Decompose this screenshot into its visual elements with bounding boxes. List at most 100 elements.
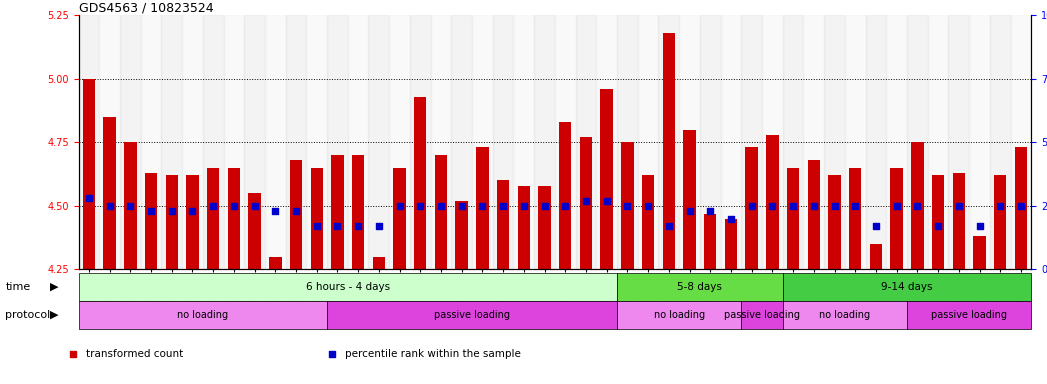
Bar — [907, 15, 928, 270]
Bar — [580, 137, 593, 270]
Bar — [783, 301, 907, 329]
Bar — [244, 15, 265, 270]
Point — [350, 223, 366, 229]
Bar — [659, 15, 680, 270]
Bar — [476, 147, 489, 270]
Point — [246, 203, 263, 209]
Bar — [125, 142, 136, 270]
Bar — [435, 155, 447, 270]
Point — [972, 223, 988, 229]
Bar — [348, 15, 369, 270]
Bar — [970, 15, 989, 270]
Point — [868, 223, 885, 229]
Bar — [1015, 147, 1027, 270]
Point — [371, 223, 387, 229]
Text: transformed count: transformed count — [86, 349, 183, 359]
Bar — [766, 135, 779, 270]
Bar — [352, 155, 364, 270]
Bar — [389, 15, 410, 270]
Text: no loading: no loading — [820, 310, 870, 320]
Bar — [369, 15, 389, 270]
Point — [142, 208, 159, 214]
Point — [267, 208, 284, 214]
Bar — [455, 201, 468, 270]
Point — [722, 215, 739, 222]
Text: ▶: ▶ — [50, 282, 59, 292]
Bar — [762, 15, 783, 270]
Bar — [513, 15, 534, 270]
Bar — [638, 15, 659, 270]
Bar — [286, 15, 307, 270]
Bar — [911, 142, 923, 270]
Point — [392, 203, 408, 209]
Bar — [269, 257, 282, 270]
Text: ▶: ▶ — [50, 310, 59, 320]
Bar — [907, 301, 1031, 329]
Point — [826, 203, 843, 209]
Bar — [617, 15, 638, 270]
Point — [743, 203, 760, 209]
Bar — [223, 15, 244, 270]
Bar — [472, 15, 493, 270]
Bar — [974, 237, 985, 270]
Bar — [327, 15, 348, 270]
Point — [888, 203, 905, 209]
Text: no loading: no loading — [177, 310, 228, 320]
Bar — [989, 15, 1010, 270]
Bar — [887, 15, 907, 270]
Bar — [890, 168, 903, 270]
Bar — [870, 244, 883, 270]
Bar — [311, 168, 322, 270]
Bar — [720, 15, 741, 270]
Bar — [538, 185, 551, 270]
Bar — [680, 15, 699, 270]
Point — [411, 203, 428, 209]
Bar — [493, 15, 513, 270]
Bar — [79, 15, 99, 270]
Point — [805, 203, 822, 209]
Text: 5-8 days: 5-8 days — [677, 282, 722, 292]
Point — [619, 203, 636, 209]
Bar — [803, 15, 824, 270]
Bar — [451, 15, 472, 270]
Bar — [410, 15, 430, 270]
Bar — [227, 168, 240, 270]
Point — [951, 203, 967, 209]
Point — [909, 203, 926, 209]
Bar — [704, 214, 716, 270]
Bar — [517, 185, 530, 270]
Bar — [663, 33, 675, 270]
Bar — [555, 15, 576, 270]
Bar — [165, 175, 178, 270]
Text: passive loading: passive loading — [435, 310, 510, 320]
Bar — [642, 175, 654, 270]
Point — [682, 208, 698, 214]
Bar — [849, 168, 862, 270]
Bar — [866, 15, 887, 270]
Point — [557, 203, 574, 209]
Point — [308, 223, 325, 229]
Bar — [787, 168, 799, 270]
Bar — [534, 15, 555, 270]
Bar — [576, 15, 597, 270]
Bar — [373, 257, 385, 270]
Bar — [684, 130, 696, 270]
Bar — [120, 15, 140, 270]
Bar — [414, 97, 426, 270]
Bar — [140, 15, 161, 270]
Bar — [617, 301, 741, 329]
Text: 6 hours - 4 days: 6 hours - 4 days — [306, 282, 389, 292]
Bar — [203, 15, 223, 270]
Bar — [807, 160, 820, 270]
Point — [288, 208, 305, 214]
Bar — [207, 168, 220, 270]
Bar — [83, 79, 95, 270]
Point — [930, 223, 946, 229]
Point — [515, 203, 532, 209]
Point — [701, 208, 718, 214]
Bar — [621, 142, 633, 270]
Point — [64, 351, 81, 357]
Bar — [331, 155, 343, 270]
Bar — [845, 15, 866, 270]
Point — [495, 203, 512, 209]
